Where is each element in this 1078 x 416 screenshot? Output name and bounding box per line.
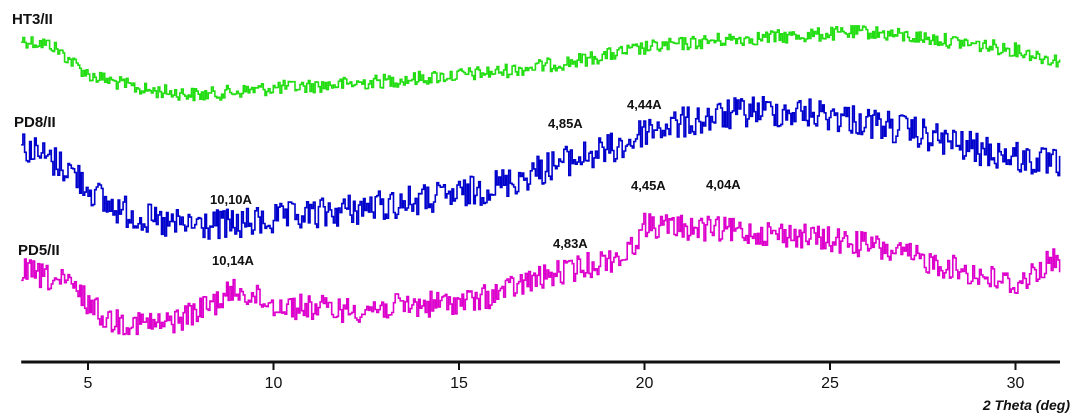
series-line-pd5-ii <box>21 212 1061 336</box>
annotation-pd8-4-85a: 4,85A <box>548 116 583 131</box>
x-axis: 5 10 15 20 25 30 <box>21 360 1060 392</box>
x-tick-label: 15 <box>450 375 468 392</box>
series-label-pd8: PD8/II <box>14 114 56 131</box>
annotation-pd5-4-04a: 4,04A <box>706 177 741 192</box>
annotation-pd5-10-14a: 10,14A <box>212 253 255 268</box>
series-group <box>21 25 1061 336</box>
series-label-ht3: HT3/II <box>12 11 53 28</box>
series-line-ht3-ii <box>21 25 1061 102</box>
x-tick-label: 25 <box>821 375 839 392</box>
annotation-pd5-4-83a: 4,83A <box>553 236 588 251</box>
x-tick-label: 20 <box>636 375 654 392</box>
annotation-pd5-4-45a: 4,45A <box>631 178 666 193</box>
x-tick-label: 30 <box>1007 375 1025 392</box>
x-axis-label: 2 Theta (deg) <box>982 397 1070 413</box>
series-label-pd5: PD5/II <box>18 242 60 259</box>
series-line-pd8-ii <box>21 96 1061 240</box>
x-tick-label: 10 <box>265 375 283 392</box>
x-tick-label: 5 <box>84 375 93 392</box>
annotation-pd8-10-10a: 10,10A <box>210 192 253 207</box>
annotation-pd8-4-44a: 4,44A <box>627 97 662 112</box>
